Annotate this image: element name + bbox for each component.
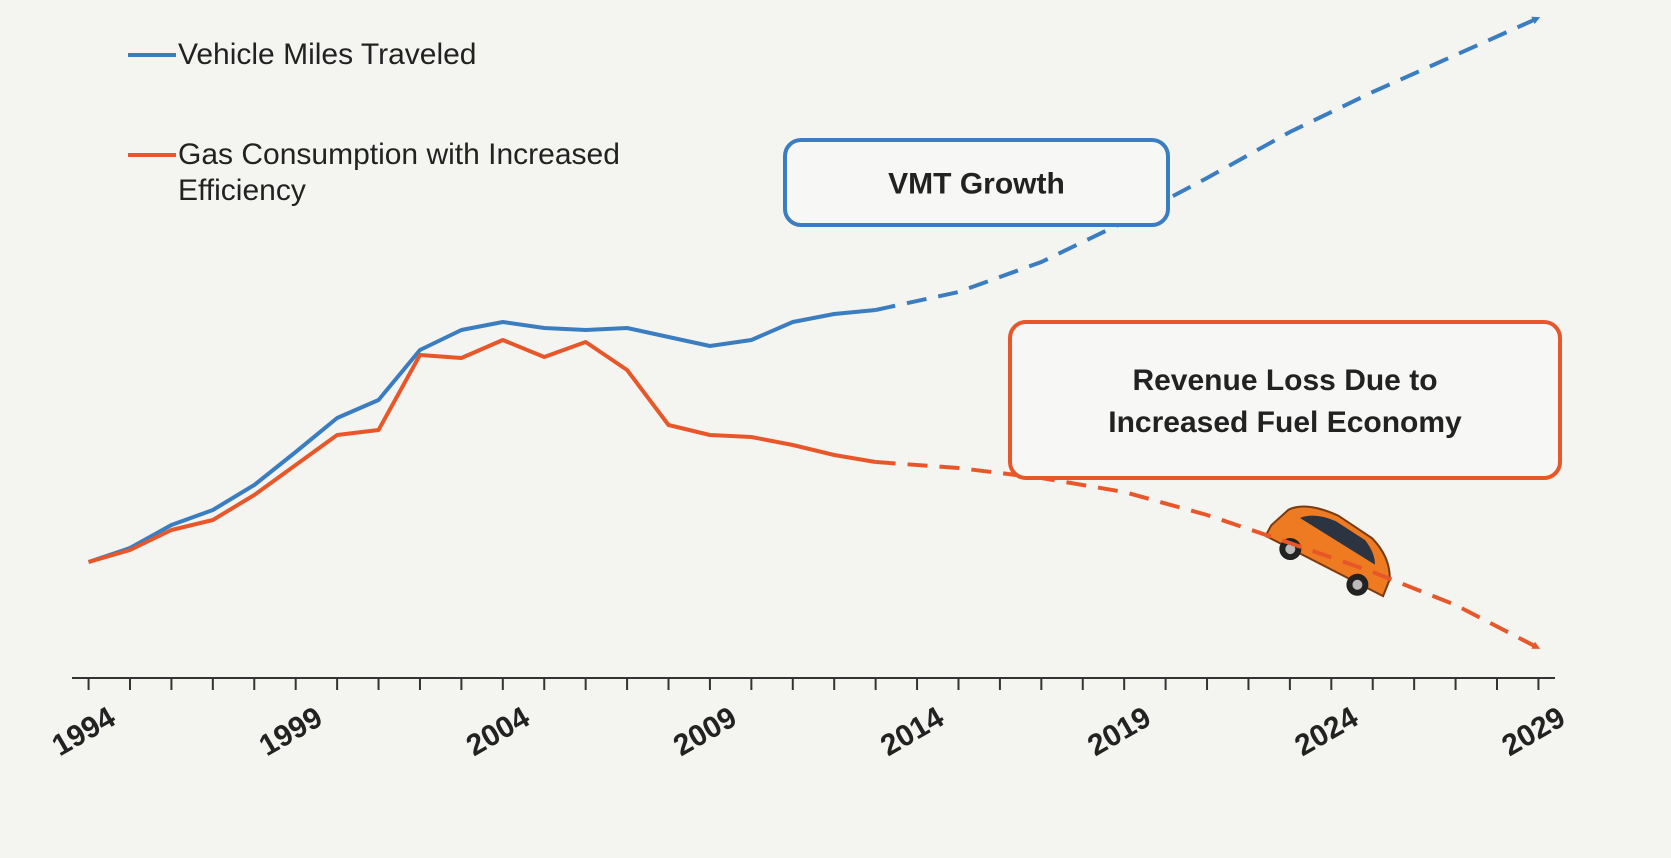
projection-line — [876, 462, 1539, 648]
legend-label: Gas Consumption with Increased Efficienc… — [178, 137, 738, 209]
annotation-text: VMT Growth — [888, 168, 1065, 201]
x-tick-label: 2004 — [461, 701, 536, 763]
x-tick-label: 2024 — [1289, 701, 1364, 763]
page: {"chart_data": { "type": "line", "x": [1… — [0, 0, 1671, 858]
car-icon — [1260, 490, 1406, 608]
x-tick-label: 2009 — [668, 701, 742, 763]
annotation-text: Revenue Loss Due to — [1132, 364, 1437, 397]
annotation-text: Increased Fuel Economy — [1108, 406, 1462, 439]
annotation-box — [1010, 322, 1560, 478]
series-line — [89, 340, 876, 562]
x-tick-label: 2014 — [875, 701, 950, 763]
x-tick-label: 2019 — [1082, 701, 1156, 763]
x-tick-label: 1999 — [254, 701, 328, 763]
x-tick-label: 2029 — [1497, 701, 1571, 763]
legend-label: Vehicle Miles Traveled — [178, 37, 738, 73]
x-tick-label: 1994 — [47, 701, 122, 763]
chart: 1994 1999 2004 2009 2014 2019 2024 2029 VMT Grow… — [0, 0, 1671, 858]
